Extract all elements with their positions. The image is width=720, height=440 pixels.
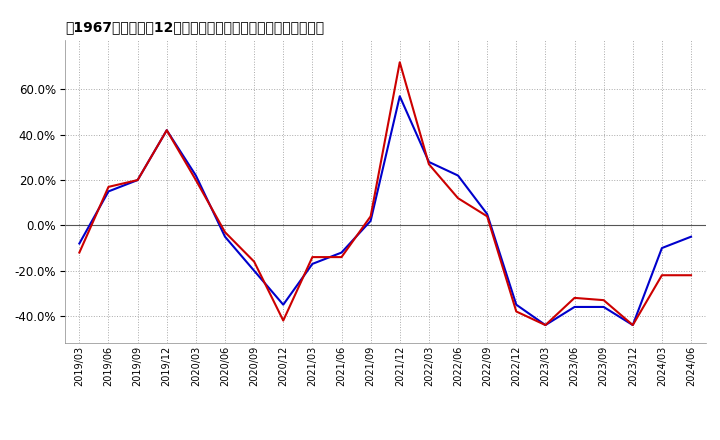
当期純利益 bbox=[133, 177, 142, 183]
経常利益 bbox=[75, 241, 84, 246]
経常利益 bbox=[163, 128, 171, 133]
当期純利益 bbox=[454, 195, 462, 201]
当期純利益 bbox=[163, 128, 171, 133]
経常利益 bbox=[337, 250, 346, 255]
経常利益 bbox=[599, 304, 608, 310]
当期純利益 bbox=[425, 161, 433, 167]
経常利益 bbox=[629, 323, 637, 328]
当期純利益 bbox=[192, 177, 200, 183]
経常利益 bbox=[250, 268, 258, 273]
当期純利益 bbox=[395, 59, 404, 65]
経常利益 bbox=[570, 304, 579, 310]
当期純利益 bbox=[599, 297, 608, 303]
経常利益 bbox=[192, 173, 200, 178]
経常利益 bbox=[657, 246, 666, 251]
経常利益 bbox=[512, 302, 521, 307]
Line: 当期純利益: 当期純利益 bbox=[79, 62, 691, 325]
当期純利益 bbox=[657, 273, 666, 278]
当期純利益 bbox=[541, 323, 550, 328]
Line: 経常利益: 経常利益 bbox=[79, 96, 691, 325]
当期純利益 bbox=[337, 254, 346, 260]
経常利益 bbox=[454, 173, 462, 178]
経常利益 bbox=[366, 218, 375, 224]
当期純利益 bbox=[220, 230, 229, 235]
経常利益 bbox=[308, 261, 317, 267]
当期純利益 bbox=[104, 184, 113, 190]
経常利益 bbox=[104, 189, 113, 194]
当期純利益 bbox=[512, 309, 521, 314]
当期純利益 bbox=[308, 254, 317, 260]
当期純利益 bbox=[75, 250, 84, 255]
経常利益 bbox=[395, 94, 404, 99]
経常利益 bbox=[279, 302, 287, 307]
経常利益 bbox=[541, 323, 550, 328]
経常利益 bbox=[220, 234, 229, 239]
当期純利益 bbox=[366, 214, 375, 219]
当期純利益 bbox=[687, 273, 696, 278]
当期純利益 bbox=[629, 323, 637, 328]
経常利益 bbox=[687, 234, 696, 239]
当期純利益 bbox=[483, 214, 492, 219]
Text: ［1967］　利益だ12か月移動合計の対前年同期増減率の推移: ［1967］ 利益だ12か月移動合計の対前年同期増減率の推移 bbox=[65, 20, 324, 34]
経常利益 bbox=[483, 211, 492, 216]
経常利益 bbox=[133, 177, 142, 183]
経常利益 bbox=[425, 159, 433, 165]
当期純利益 bbox=[570, 295, 579, 301]
当期純利益 bbox=[250, 259, 258, 264]
当期純利益 bbox=[279, 318, 287, 323]
